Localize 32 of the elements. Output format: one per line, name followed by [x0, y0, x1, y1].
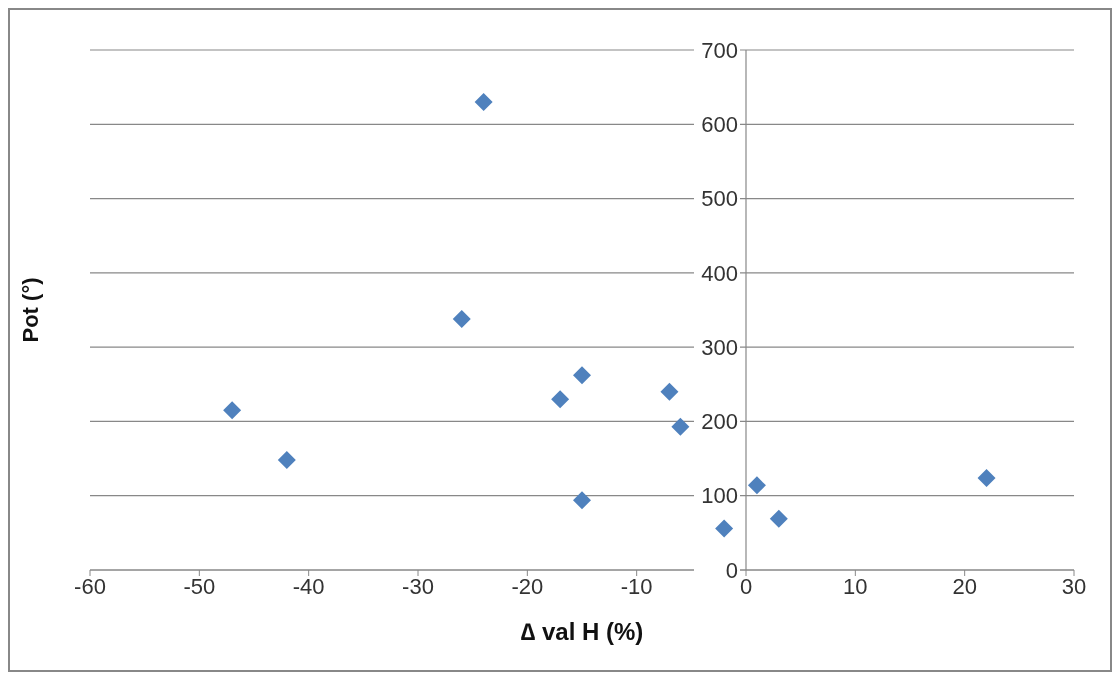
- point: [474, 93, 493, 111]
- x-tick-label: 30: [1061, 573, 1087, 599]
- x-tick-label: -20: [511, 573, 544, 599]
- y-axis-title: Pot (°): [17, 277, 43, 343]
- point: [223, 401, 242, 420]
- y-tick-label: 700: [701, 37, 738, 63]
- point: [769, 509, 788, 528]
- point: [977, 468, 996, 487]
- x-tick-label: 10: [843, 573, 868, 599]
- y-tick-label: 600: [701, 111, 738, 137]
- y-tick-label: 200: [701, 409, 738, 435]
- y-tick-label: 100: [701, 483, 738, 509]
- y-tick-label: 300: [701, 334, 738, 360]
- y-tick-label: 0: [725, 557, 738, 583]
- x-tick-label: -40: [292, 573, 325, 599]
- x-tick-label: -60: [74, 573, 106, 599]
- point: [715, 519, 734, 538]
- point: [452, 309, 471, 328]
- x-tick-label: -30: [402, 573, 434, 599]
- point: [573, 491, 591, 510]
- point: [551, 390, 570, 409]
- point: [747, 476, 766, 495]
- point: [671, 417, 690, 436]
- x-axis-title: ∆ val H (%): [520, 618, 644, 645]
- x-tick-label: -50: [183, 573, 216, 599]
- point: [660, 382, 679, 401]
- point: [573, 366, 591, 385]
- x-tick-label: -10: [620, 573, 653, 599]
- y-tick-label: 400: [701, 260, 738, 286]
- point: [277, 451, 296, 470]
- x-tick-label: 20: [952, 573, 977, 599]
- y-tick-label: 500: [701, 186, 738, 212]
